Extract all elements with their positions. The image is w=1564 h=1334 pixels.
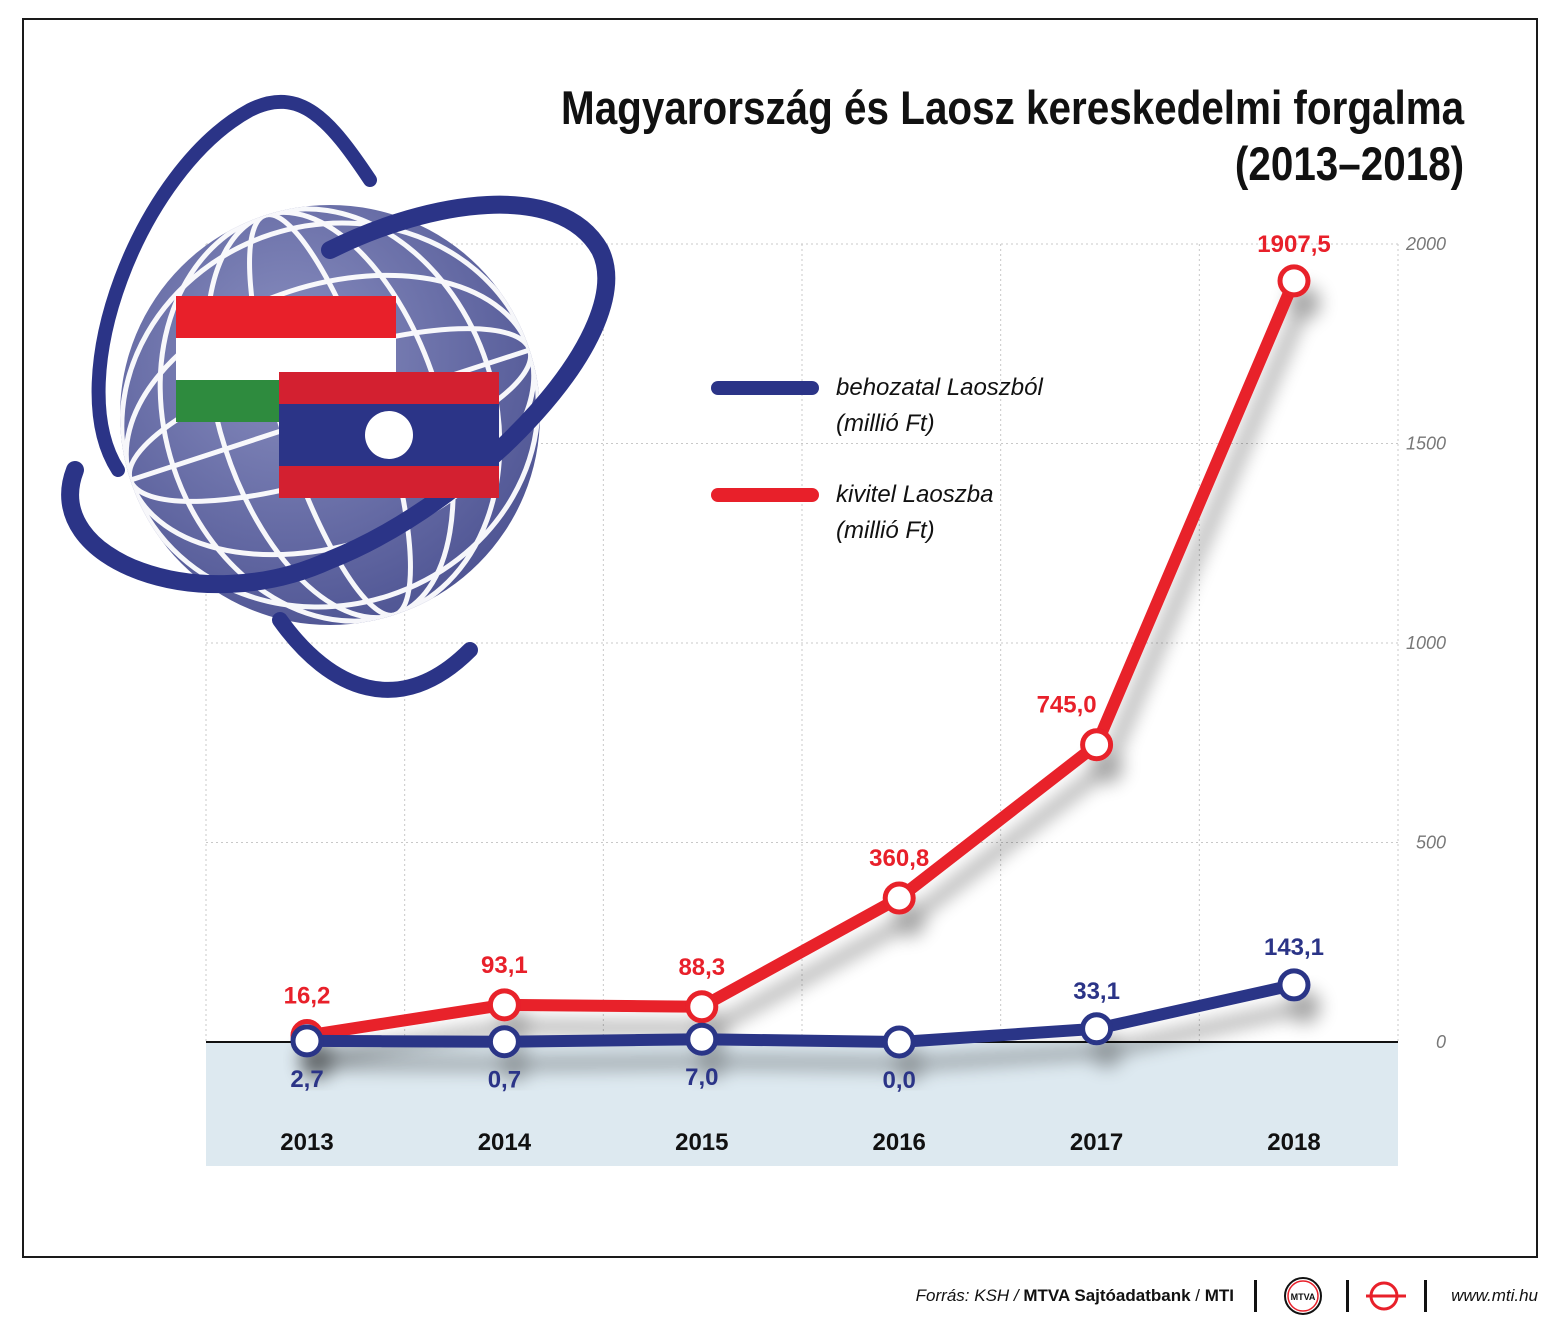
data-label: 93,1 bbox=[481, 952, 528, 979]
website-url: www.mti.hu bbox=[1451, 1286, 1538, 1305]
x-tick-label: 2017 bbox=[1070, 1129, 1123, 1156]
x-tick-label: 2014 bbox=[478, 1129, 532, 1156]
data-point bbox=[1277, 264, 1311, 298]
data-label: 360,8 bbox=[869, 845, 929, 872]
source-separator: / bbox=[1190, 1286, 1205, 1305]
footer-divider bbox=[1346, 1280, 1349, 1312]
x-tick-label: 2013 bbox=[280, 1129, 333, 1156]
data-point bbox=[882, 1025, 916, 1059]
legend-label-behozatal: behozatal Laoszból bbox=[836, 374, 1043, 401]
data-point bbox=[487, 988, 521, 1022]
footer: Forrás: KSH / MTVA Sajtóadatbank / MTI M… bbox=[0, 1272, 1564, 1322]
chart-title-line1: Magyarország és Laosz kereskedelmi forga… bbox=[560, 81, 1464, 134]
data-label: 88,3 bbox=[678, 954, 725, 981]
data-point bbox=[685, 1022, 719, 1056]
legend-unit-behozatal: (millió Ft) bbox=[836, 410, 935, 437]
legend-unit-kivitel: (millió Ft) bbox=[836, 517, 935, 544]
chart-title-line2: (2013–2018) bbox=[1234, 137, 1464, 190]
data-label: 33,1 bbox=[1073, 978, 1120, 1005]
data-point bbox=[1080, 728, 1114, 762]
x-tick-label: 2018 bbox=[1267, 1129, 1320, 1156]
data-point bbox=[290, 1024, 324, 1058]
x-tick-label: 2016 bbox=[873, 1129, 926, 1156]
data-label: 7,0 bbox=[685, 1064, 718, 1091]
chart-title: Magyarország és Laosz kereskedelmi forga… bbox=[561, 80, 1464, 192]
data-label: 16,2 bbox=[284, 983, 331, 1010]
data-label: 0,7 bbox=[488, 1067, 521, 1094]
footer-divider bbox=[1254, 1280, 1257, 1312]
laos-flag-icon bbox=[279, 372, 499, 498]
y-tick-label: 500 bbox=[1416, 833, 1446, 853]
data-label: 1907,5 bbox=[1257, 231, 1330, 258]
series-behozatal bbox=[290, 968, 1311, 1059]
data-point bbox=[685, 990, 719, 1024]
source-mti: MTI bbox=[1204, 1286, 1234, 1305]
data-label: 2,7 bbox=[290, 1066, 323, 1093]
footer-divider bbox=[1424, 1280, 1427, 1312]
data-label: 745,0 bbox=[1037, 692, 1097, 719]
legend: behozatal Laoszból (millió Ft) kivitel L… bbox=[711, 374, 1043, 544]
series-layer: 2,7 0,7 7,0 0,0 33,1 143,1 16,2 93,1 88,3 360,8 74… bbox=[284, 231, 1331, 1094]
y-tick-label: 1000 bbox=[1406, 633, 1446, 653]
mtva-logo-icon: MTVA bbox=[1284, 1277, 1322, 1315]
series-kivitel bbox=[290, 264, 1311, 1053]
x-axis: 2013 2014 2015 2016 2017 2018 bbox=[280, 1129, 1320, 1156]
source-credit: Forrás: KSH / MTVA Sajtóadatbank / MTI bbox=[916, 1286, 1234, 1306]
data-point bbox=[1080, 1012, 1114, 1046]
negative-area-band bbox=[206, 1042, 1398, 1166]
chart-frame bbox=[22, 18, 1538, 1258]
y-axis: 2000 1500 1000 500 0 bbox=[1405, 234, 1446, 1052]
legend-label-kivitel: kivitel Laoszba bbox=[836, 481, 993, 508]
data-point bbox=[487, 1025, 521, 1059]
source-prefix: Forrás: KSH / bbox=[915, 1286, 1024, 1305]
x-tick-label: 2015 bbox=[675, 1129, 728, 1156]
y-tick-label: 2000 bbox=[1405, 234, 1446, 254]
y-tick-label: 0 bbox=[1436, 1032, 1446, 1052]
data-point bbox=[1277, 968, 1311, 1002]
mtva-logo-text: MTVA bbox=[1291, 1292, 1316, 1302]
series-line bbox=[301, 978, 1300, 1048]
series-line bbox=[301, 274, 1300, 1042]
y-tick-label: 1500 bbox=[1406, 434, 1446, 454]
mti-logo-icon bbox=[1366, 1281, 1406, 1311]
source-databank: MTVA Sajtóadatbank bbox=[1023, 1286, 1191, 1305]
data-label: 0,0 bbox=[883, 1067, 916, 1094]
data-point bbox=[882, 881, 916, 915]
data-label: 143,1 bbox=[1264, 934, 1324, 961]
